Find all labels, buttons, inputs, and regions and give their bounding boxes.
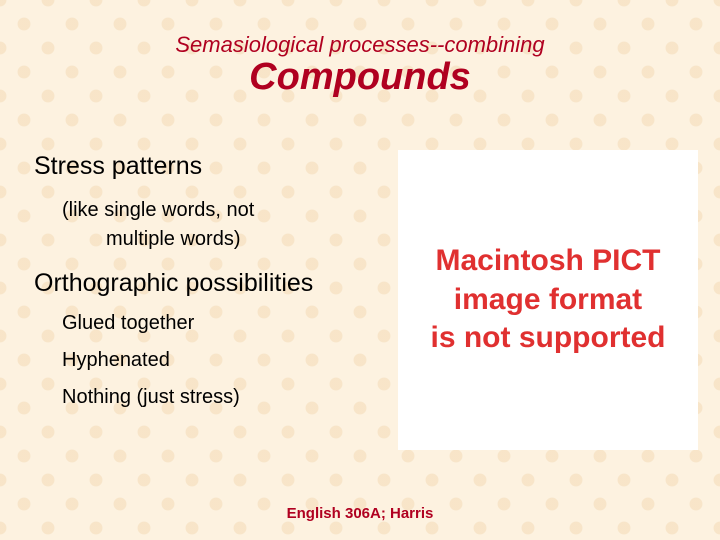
content-block: Stress patterns (like single words, not …: [34, 152, 394, 423]
subtitle: Semasiological processes--combining: [36, 32, 684, 58]
pict-line3: is not supported: [431, 321, 666, 354]
pict-placeholder: Macintosh PICT image format is not suppo…: [398, 150, 698, 450]
section-heading-stress: Stress patterns: [34, 152, 394, 181]
section1-line2: multiple words): [106, 228, 394, 251]
pict-placeholder-text: Macintosh PICT image format is not suppo…: [421, 242, 676, 357]
section-heading-orthographic: Orthographic possibilities: [34, 269, 394, 298]
list-item: Glued together: [62, 312, 394, 335]
section1-line1: (like single words, not: [62, 199, 394, 222]
footer-text: English 306A; Harris: [0, 505, 720, 522]
slide-container: Semasiological processes--combining Comp…: [0, 0, 720, 540]
pict-line1: Macintosh PICT: [435, 244, 660, 277]
list-item: Nothing (just stress): [62, 386, 394, 409]
title: Compounds: [36, 56, 684, 99]
list-item: Hyphenated: [62, 349, 394, 372]
pict-line2: image format: [454, 283, 642, 316]
